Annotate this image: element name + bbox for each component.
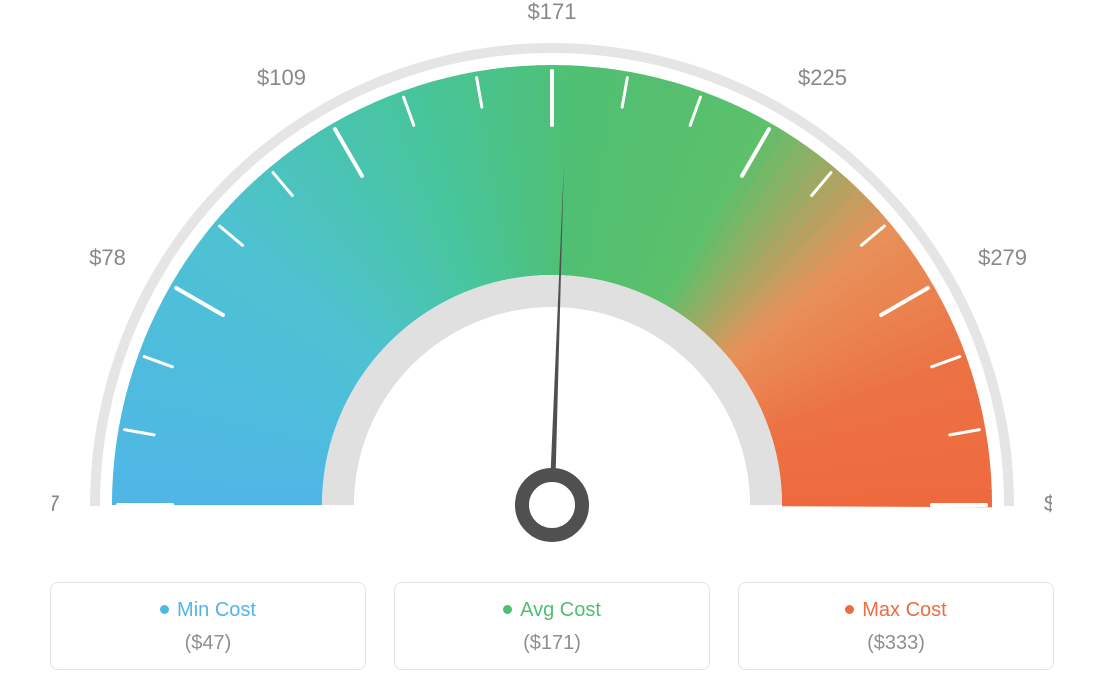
min-cost-label: Min Cost (177, 599, 256, 621)
max-cost-dot (845, 605, 854, 614)
avg-cost-value: ($171) (395, 632, 709, 655)
svg-text:$171: $171 (528, 0, 577, 24)
max-cost-value: ($333) (739, 632, 1053, 655)
max-cost-card: Max Cost ($333) (738, 582, 1054, 670)
svg-text:$279: $279 (978, 245, 1027, 270)
avg-cost-label: Avg Cost (520, 599, 601, 621)
svg-text:$225: $225 (798, 65, 847, 90)
min-cost-value: ($47) (51, 632, 365, 655)
max-cost-title: Max Cost (739, 599, 1053, 622)
max-cost-label: Max Cost (862, 599, 946, 621)
avg-cost-card: Avg Cost ($171) (394, 582, 710, 670)
avg-cost-dot (503, 605, 512, 614)
svg-text:$333: $333 (1044, 491, 1052, 516)
min-cost-dot (160, 605, 169, 614)
min-cost-title: Min Cost (51, 599, 365, 622)
svg-text:$47: $47 (52, 491, 60, 516)
gauge-chart: $47 $78 $109 $171 $225 $279 $333 (52, 0, 1052, 555)
avg-cost-title: Avg Cost (395, 599, 709, 622)
cost-gauge-container: $47 $78 $109 $171 $225 $279 $333 Min Cost ($47… (0, 0, 1104, 690)
svg-text:$78: $78 (89, 245, 126, 270)
min-cost-card: Min Cost ($47) (50, 582, 366, 670)
summary-cards: Min Cost ($47) Avg Cost ($171) Max Cost … (50, 582, 1054, 670)
svg-text:$109: $109 (257, 65, 306, 90)
gauge-wrap: $47 $78 $109 $171 $225 $279 $333 (52, 0, 1052, 555)
